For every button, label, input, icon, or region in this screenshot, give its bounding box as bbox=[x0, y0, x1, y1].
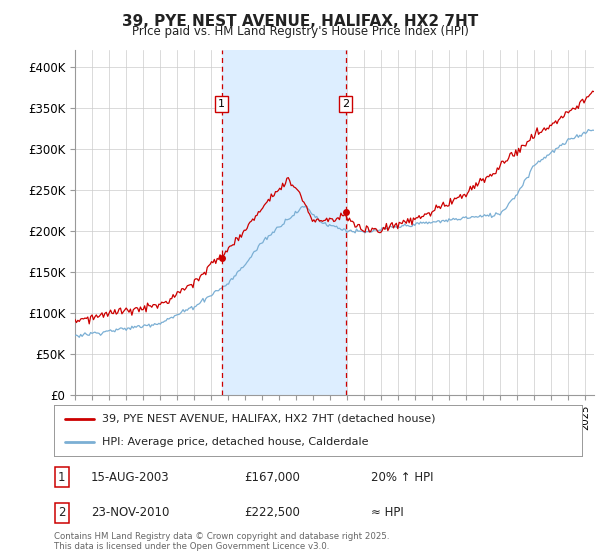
Text: £167,000: £167,000 bbox=[244, 471, 300, 484]
Text: 39, PYE NEST AVENUE, HALIFAX, HX2 7HT (detached house): 39, PYE NEST AVENUE, HALIFAX, HX2 7HT (d… bbox=[101, 414, 435, 424]
Text: £222,500: £222,500 bbox=[244, 506, 300, 519]
Text: 2: 2 bbox=[58, 506, 65, 519]
Text: Price paid vs. HM Land Registry's House Price Index (HPI): Price paid vs. HM Land Registry's House … bbox=[131, 25, 469, 38]
Text: 2: 2 bbox=[342, 99, 349, 109]
Text: HPI: Average price, detached house, Calderdale: HPI: Average price, detached house, Cald… bbox=[101, 437, 368, 447]
Text: 20% ↑ HPI: 20% ↑ HPI bbox=[371, 471, 433, 484]
Text: 39, PYE NEST AVENUE, HALIFAX, HX2 7HT: 39, PYE NEST AVENUE, HALIFAX, HX2 7HT bbox=[122, 14, 478, 29]
Text: 23-NOV-2010: 23-NOV-2010 bbox=[91, 506, 169, 519]
Text: 1: 1 bbox=[218, 99, 225, 109]
Text: 1: 1 bbox=[58, 471, 65, 484]
Text: ≈ HPI: ≈ HPI bbox=[371, 506, 404, 519]
Bar bbox=[221, 50, 346, 395]
Text: 15-AUG-2003: 15-AUG-2003 bbox=[91, 471, 170, 484]
Text: Contains HM Land Registry data © Crown copyright and database right 2025.
This d: Contains HM Land Registry data © Crown c… bbox=[54, 532, 389, 552]
